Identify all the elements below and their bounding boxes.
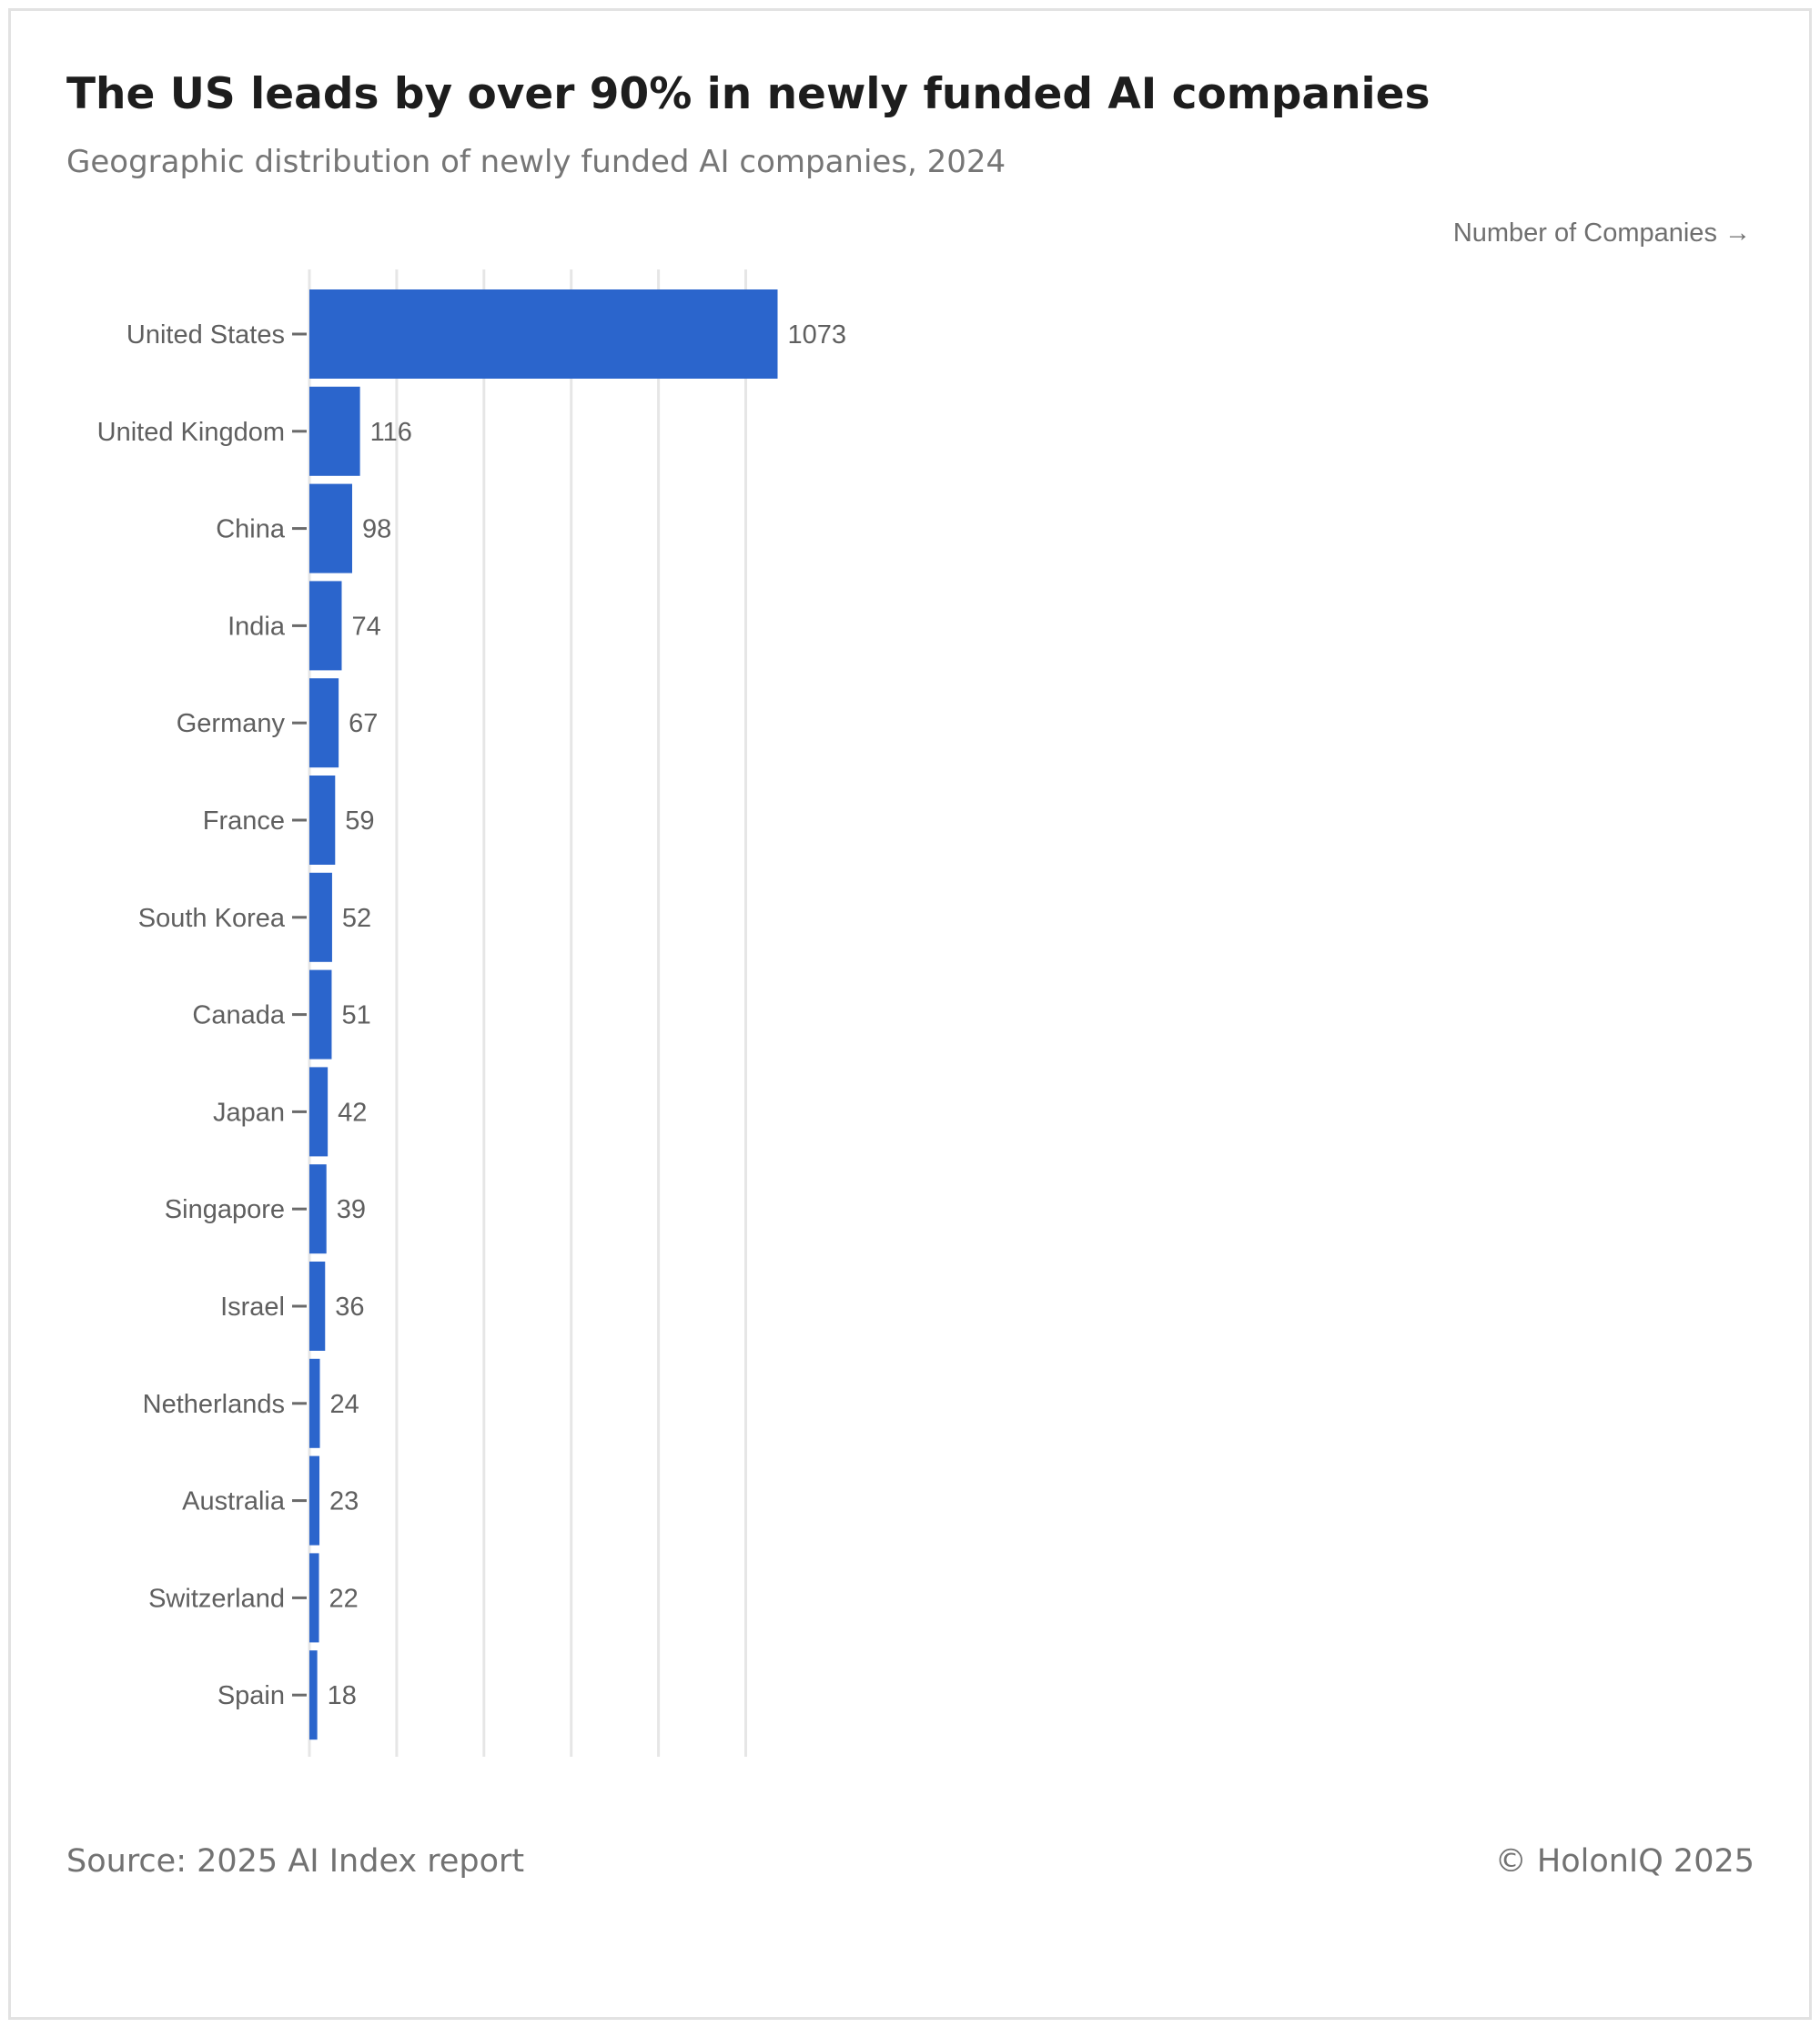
value-label: 59 xyxy=(345,806,374,836)
bar xyxy=(309,581,342,671)
category-label: South Korea xyxy=(138,904,286,933)
bar xyxy=(309,289,778,379)
bar xyxy=(309,1650,318,1740)
value-label: 22 xyxy=(329,1584,359,1613)
value-label: 18 xyxy=(328,1681,357,1710)
category-label: Canada xyxy=(192,1001,285,1030)
bar xyxy=(309,969,332,1060)
category-label: Australia xyxy=(182,1487,286,1516)
bar xyxy=(309,386,360,476)
category-label: Singapore xyxy=(165,1195,285,1224)
x-axis-label: Number of Companies → xyxy=(1452,218,1751,248)
value-label: 67 xyxy=(349,709,378,738)
category-label: Switzerland xyxy=(148,1584,285,1613)
value-label: 39 xyxy=(337,1195,366,1224)
value-label: 51 xyxy=(341,1001,370,1030)
value-label: 116 xyxy=(370,418,412,447)
value-label: 98 xyxy=(362,515,391,544)
bar xyxy=(309,1553,319,1643)
value-label: 74 xyxy=(351,612,380,641)
category-label: Israel xyxy=(220,1293,285,1322)
bar xyxy=(309,1067,329,1157)
category-label: United Kingdom xyxy=(97,418,285,447)
category-label: India xyxy=(228,612,286,641)
category-label: Germany xyxy=(177,709,286,738)
category-label: Japan xyxy=(213,1098,285,1127)
chart-title: The US leads by over 90% in newly funded… xyxy=(66,69,1431,119)
bar xyxy=(309,776,336,865)
copyright-note: © HolonIQ 2025 xyxy=(1494,1843,1754,1880)
value-label: 52 xyxy=(342,904,371,933)
bar xyxy=(309,1164,327,1254)
chart-subtitle: Geographic distribution of newly funded … xyxy=(66,144,1006,180)
bar xyxy=(309,1262,326,1351)
value-label: 42 xyxy=(338,1098,367,1127)
bar xyxy=(309,1455,320,1546)
bar xyxy=(309,872,332,962)
category-label: France xyxy=(203,806,285,836)
bar xyxy=(309,678,339,768)
value-label: 23 xyxy=(329,1487,359,1516)
bar xyxy=(309,1358,320,1448)
bar xyxy=(309,483,352,573)
value-label: 36 xyxy=(335,1293,364,1322)
category-label: Netherlands xyxy=(143,1390,285,1419)
source-note: Source: 2025 AI Index report xyxy=(66,1843,525,1880)
category-label: Spain xyxy=(217,1681,285,1710)
category-label: China xyxy=(216,515,286,544)
value-label: 24 xyxy=(330,1390,359,1419)
category-label: United States xyxy=(126,320,285,350)
value-label: 1073 xyxy=(788,320,847,350)
